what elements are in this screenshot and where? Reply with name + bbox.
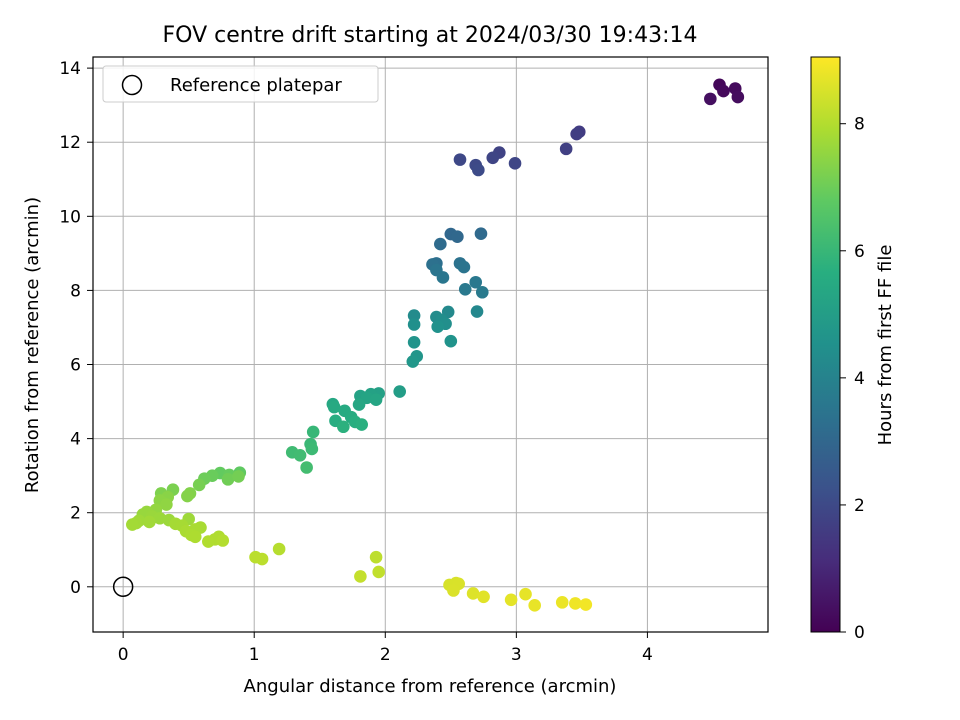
data-point: [579, 598, 593, 611]
data-point: [451, 230, 464, 243]
data-point: [470, 305, 484, 318]
data-point: [293, 448, 307, 462]
data-point: [477, 590, 490, 604]
data-point: [444, 334, 458, 348]
data-point: [569, 597, 582, 610]
data-point: [126, 518, 139, 531]
data-point: [472, 163, 485, 177]
x-tick-label: 0: [118, 645, 129, 665]
data-point: [457, 260, 471, 274]
y-axis-ticks: 0 2 4 6 8 10 12 14: [59, 59, 93, 598]
data-point: [372, 565, 386, 579]
colorbar-tick-label: 2: [854, 496, 865, 516]
data-point: [255, 552, 269, 566]
colorbar-tick-label: 4: [854, 369, 865, 389]
data-point: [475, 285, 489, 299]
y-axis-label: Rotation from reference (arcmin): [22, 197, 43, 493]
data-point: [453, 153, 467, 166]
reference-platepar-marker: [112, 576, 134, 598]
grid: [93, 57, 768, 632]
data-point: [731, 90, 745, 104]
y-tick-label: 8: [70, 281, 81, 301]
data-point: [393, 385, 406, 398]
data-point: [528, 599, 541, 612]
y-tick-label: 10: [59, 207, 81, 227]
y-tick-label: 6: [70, 356, 81, 376]
data-point: [355, 418, 368, 431]
x-axis-ticks: 0 1 2 3 4: [118, 632, 653, 665]
data-points: [126, 78, 745, 612]
y-tick-label: 0: [70, 578, 81, 598]
data-point: [407, 335, 421, 349]
colorbar-label: Hours from first FF file: [875, 245, 896, 446]
colorbar-tick-label: 0: [854, 623, 865, 643]
data-point: [469, 275, 483, 289]
data-point: [369, 393, 383, 407]
x-tick-label: 3: [511, 645, 522, 665]
data-point: [181, 489, 194, 503]
data-point: [407, 309, 421, 322]
data-point: [474, 227, 488, 241]
x-tick-label: 1: [249, 645, 260, 665]
x-tick-label: 4: [642, 645, 653, 665]
legend-open-circle-icon: [121, 74, 143, 96]
data-point: [466, 587, 480, 600]
data-point: [160, 498, 173, 511]
plot-frame: [92, 56, 769, 633]
data-point: [272, 542, 286, 556]
data-point: [447, 584, 460, 597]
data-point: [407, 318, 421, 331]
data-point: [352, 398, 366, 411]
data-point: [434, 237, 447, 251]
data-point: [431, 320, 445, 334]
legend-box: [102, 65, 379, 103]
data-point: [216, 534, 230, 547]
data-point: [458, 282, 472, 296]
colorbar: [810, 56, 841, 633]
data-point: [327, 400, 341, 414]
data-point: [369, 550, 383, 564]
colorbar-tick-label: 8: [854, 115, 865, 135]
data-point: [300, 461, 313, 474]
data-point: [354, 570, 367, 583]
colorbar-tick-label: 6: [854, 242, 865, 262]
data-point: [570, 127, 583, 141]
data-point: [221, 473, 235, 486]
data-point: [704, 92, 717, 106]
legend: Reference platepar: [102, 65, 379, 103]
data-point: [232, 470, 245, 483]
y-tick-label: 4: [70, 430, 81, 450]
data-point: [559, 142, 573, 156]
data-point: [519, 587, 532, 601]
chart-title: FOV centre drift starting at 2024/03/30 …: [163, 23, 698, 48]
data-point: [192, 478, 206, 492]
data-point: [337, 420, 350, 434]
x-axis-label: Angular distance from reference (arcmin): [244, 676, 617, 697]
data-point: [486, 151, 500, 165]
data-point: [406, 355, 420, 368]
data-point: [143, 515, 156, 529]
y-tick-label: 12: [59, 133, 81, 153]
colorbar-ticks: 0 2 4 6 8: [840, 115, 865, 643]
data-point: [306, 425, 320, 439]
data-point: [508, 157, 522, 170]
data-point: [305, 442, 319, 456]
y-tick-label: 2: [70, 504, 81, 524]
data-point: [202, 535, 215, 548]
data-point: [504, 593, 518, 607]
data-point: [717, 84, 730, 98]
data-point: [436, 271, 450, 284]
y-tick-label: 14: [59, 59, 81, 79]
x-tick-label: 2: [380, 645, 391, 665]
legend-entry-label: Reference platepar: [170, 75, 342, 96]
data-point: [188, 530, 202, 544]
data-point: [555, 596, 569, 609]
